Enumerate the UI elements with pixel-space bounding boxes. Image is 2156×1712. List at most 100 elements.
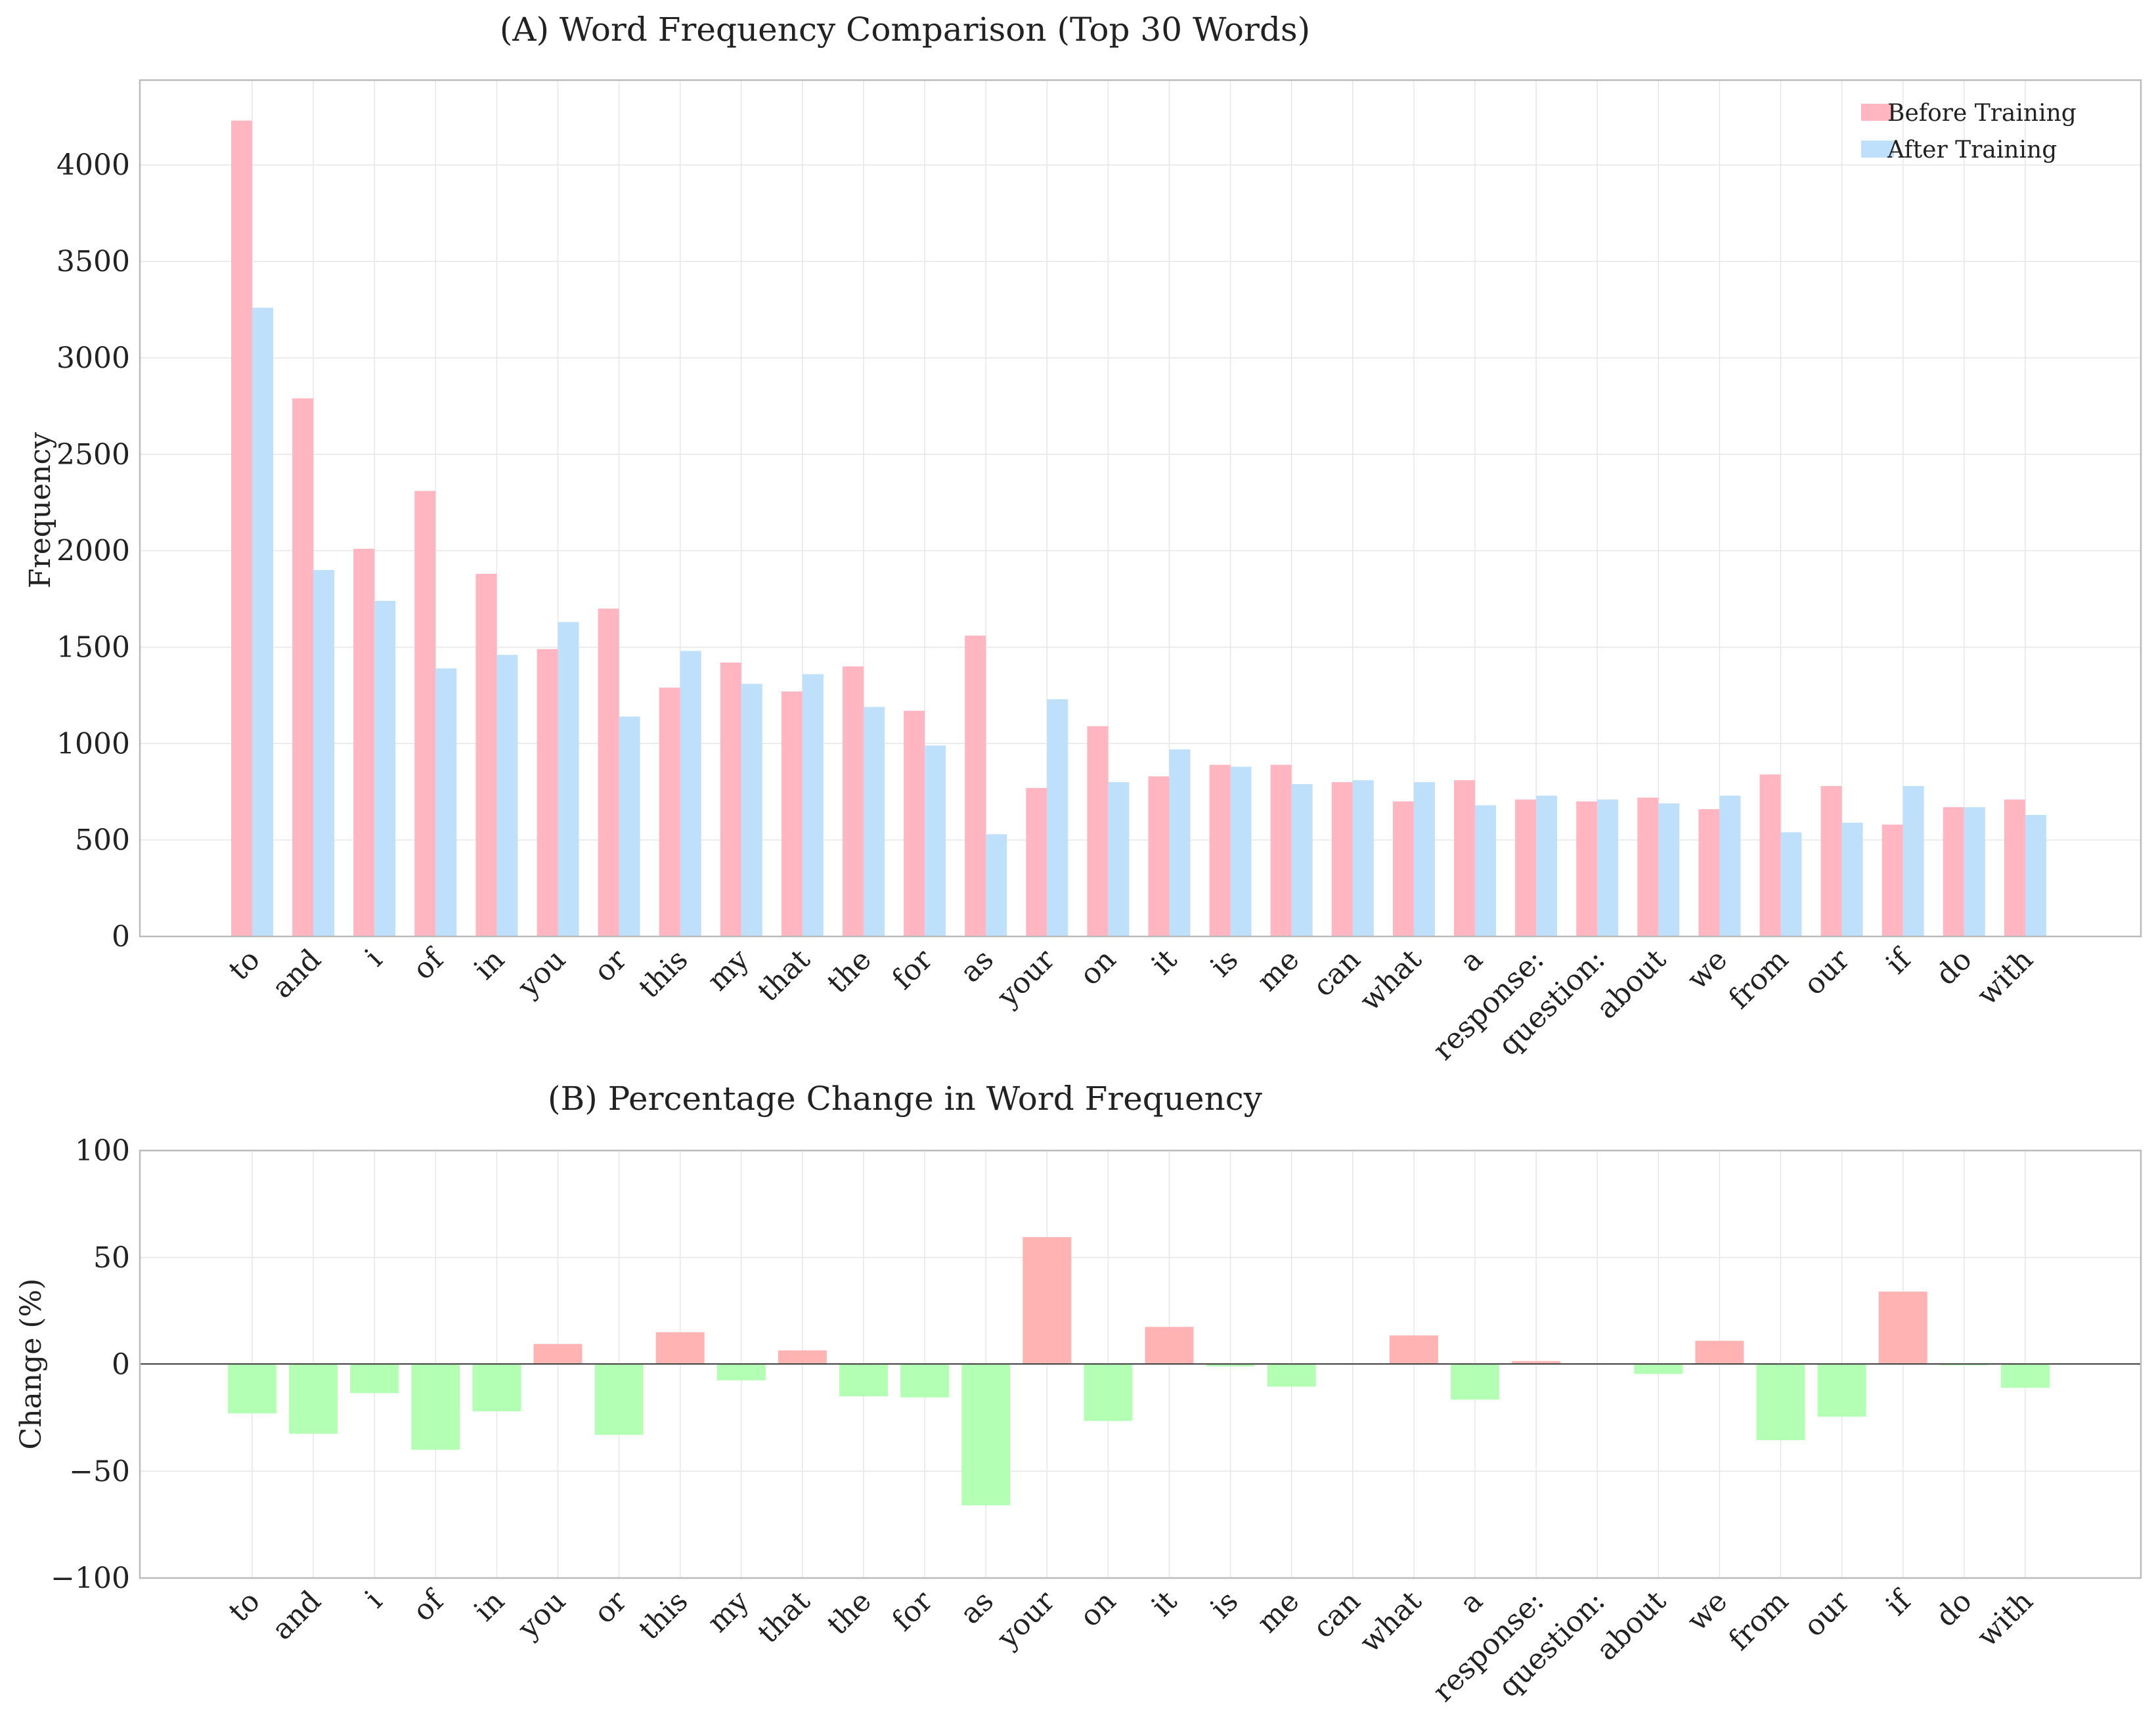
change-bar-about <box>1634 1364 1683 1374</box>
bar-after-training-on <box>1108 782 1130 936</box>
bar-before-training-i <box>353 548 375 936</box>
bar-after-training-is <box>1230 766 1252 936</box>
bar-before-training-to <box>231 120 252 937</box>
legend-label-before-training: Before Training <box>1887 100 2077 127</box>
panel-b-xtick-as: as <box>954 1585 1000 1631</box>
bar-before-training-and <box>292 398 314 936</box>
change-bar-this <box>655 1332 705 1365</box>
bar-before-training-a <box>1454 780 1475 936</box>
change-bar-response <box>1512 1361 1561 1365</box>
panel-b-xtick-with: with <box>1970 1585 2039 1654</box>
bar-after-training-response <box>1536 795 1558 936</box>
panel-b-xtick-a: a <box>1453 1585 1489 1621</box>
panel-b-xtick-or: or <box>588 1584 634 1630</box>
panel-b-y-ticks: −100 −50 0 50 100 <box>51 1134 130 1595</box>
bar-before-training-of <box>414 491 436 936</box>
change-bar-in <box>472 1364 521 1412</box>
change-bar-i <box>350 1364 399 1394</box>
bar-after-training-to <box>252 307 273 936</box>
legend-swatch-before-training <box>1861 104 1894 121</box>
bar-after-training-your <box>1047 699 1068 936</box>
panel-a-frame <box>139 79 2142 938</box>
change-bar-on <box>1084 1364 1133 1421</box>
panel-b-xtick-and: and <box>265 1585 328 1647</box>
bar-after-training-for <box>925 745 946 936</box>
panel-b-xtick-do: do <box>1929 1585 1979 1634</box>
panel-a-legend: Before Training After Training <box>1861 100 2077 164</box>
change-bar-we <box>1695 1340 1744 1365</box>
change-bar-that <box>778 1350 827 1365</box>
bar-after-training-our <box>1841 822 1863 936</box>
panel-a-xtick-as: as <box>954 943 1000 990</box>
panel-b-xtick-that: that <box>751 1584 817 1650</box>
panel-a-xtick-in: in <box>468 943 511 986</box>
panel-a-xtick-to: to <box>222 943 266 987</box>
bar-before-training-on <box>1087 726 1109 936</box>
panel-b-xtick-for: for <box>886 1584 940 1638</box>
change-bar-for <box>900 1364 950 1397</box>
panel-a-xtick-my: my <box>701 943 755 998</box>
panel-a-xtick-and: and <box>265 943 328 1005</box>
change-bar-what <box>1389 1335 1438 1365</box>
panel-b-xtick-about: about <box>1590 1585 1673 1667</box>
panel-a-xtick-it: it <box>1145 942 1184 981</box>
panel-a-xtick-from: from <box>1723 943 1795 1016</box>
change-bar-to <box>228 1364 276 1414</box>
bar-after-training-my <box>741 684 762 936</box>
panel-b-xtick-this: this <box>632 1585 695 1647</box>
bar-before-training-in <box>475 573 497 936</box>
bar-before-training-the <box>843 666 864 936</box>
change-bar-a <box>1451 1364 1499 1400</box>
panel-a-y-ticks: 0 500 1000 1500 2000 2500 3000 3500 4000 <box>56 148 130 954</box>
panel-a-ytick-1000: 1000 <box>56 727 130 760</box>
panel-a-xtick-of: of <box>407 942 451 986</box>
bar-before-training-me <box>1270 764 1292 936</box>
change-bar-it <box>1145 1327 1194 1365</box>
change-bar-if <box>1878 1291 1927 1365</box>
change-bar-you <box>533 1344 583 1365</box>
panel-a-xtick-what: what <box>1353 942 1428 1017</box>
bar-before-training-if <box>1881 824 1903 936</box>
panel-a-title: (A) Word Frequency Comparison (Top 30 Wo… <box>500 11 1310 49</box>
panel-a-xtick-is: is <box>1204 943 1244 984</box>
change-bar-with <box>2000 1364 2050 1388</box>
bar-after-training-what <box>1413 782 1435 936</box>
bar-after-training-that <box>802 674 824 936</box>
panel-a-xtick-do: do <box>1929 943 1979 992</box>
panel-a-xtick-this: this <box>632 943 695 1005</box>
panel-a-xtick-with: with <box>1970 943 2039 1012</box>
panel-a-xtick-on: on <box>1073 943 1122 992</box>
bar-before-training-we <box>1698 809 1720 936</box>
bar-before-training-response <box>1515 799 1537 936</box>
bar-after-training-with <box>2025 814 2046 936</box>
bar-after-training-i <box>374 600 396 936</box>
panel-a-ytick-3500: 3500 <box>56 245 130 278</box>
panel-a-bars <box>231 120 2046 937</box>
panel-a-ytick-4000: 4000 <box>56 148 130 182</box>
bar-after-training-as <box>986 834 1007 936</box>
bar-after-training-if <box>1903 785 1924 936</box>
bar-after-training-you <box>558 622 579 936</box>
panel-a-xtick-if: if <box>1880 942 1918 980</box>
legend-label-after-training: After Training <box>1887 137 2057 164</box>
bar-before-training-for <box>904 711 925 936</box>
change-bar-the <box>839 1364 888 1397</box>
bar-before-training-what <box>1392 801 1414 936</box>
panel-a-ylabel: Frequency <box>24 432 57 588</box>
bar-before-training-this <box>659 688 680 936</box>
panel-b-xtick-my: my <box>701 1585 755 1639</box>
panel-a-frequency-comparison: (A) Word Frequency Comparison (Top 30 Wo… <box>24 11 2142 1067</box>
bar-before-training-about <box>1637 797 1659 936</box>
panel-a-xtick-about: about <box>1590 943 1673 1026</box>
panel-b-xtick-what: what <box>1353 1584 1428 1659</box>
panel-b-ytick-50: 50 <box>93 1241 130 1275</box>
panel-b-xtick-our: our <box>1797 1584 1857 1643</box>
panel-b-xtick-in: in <box>468 1585 511 1628</box>
bar-after-training-of <box>435 668 457 936</box>
legend-swatch-after-training <box>1861 141 1894 158</box>
panel-b-frame <box>139 1149 2142 1579</box>
bar-after-training-me <box>1291 783 1313 936</box>
change-bar-your <box>1023 1237 1072 1365</box>
